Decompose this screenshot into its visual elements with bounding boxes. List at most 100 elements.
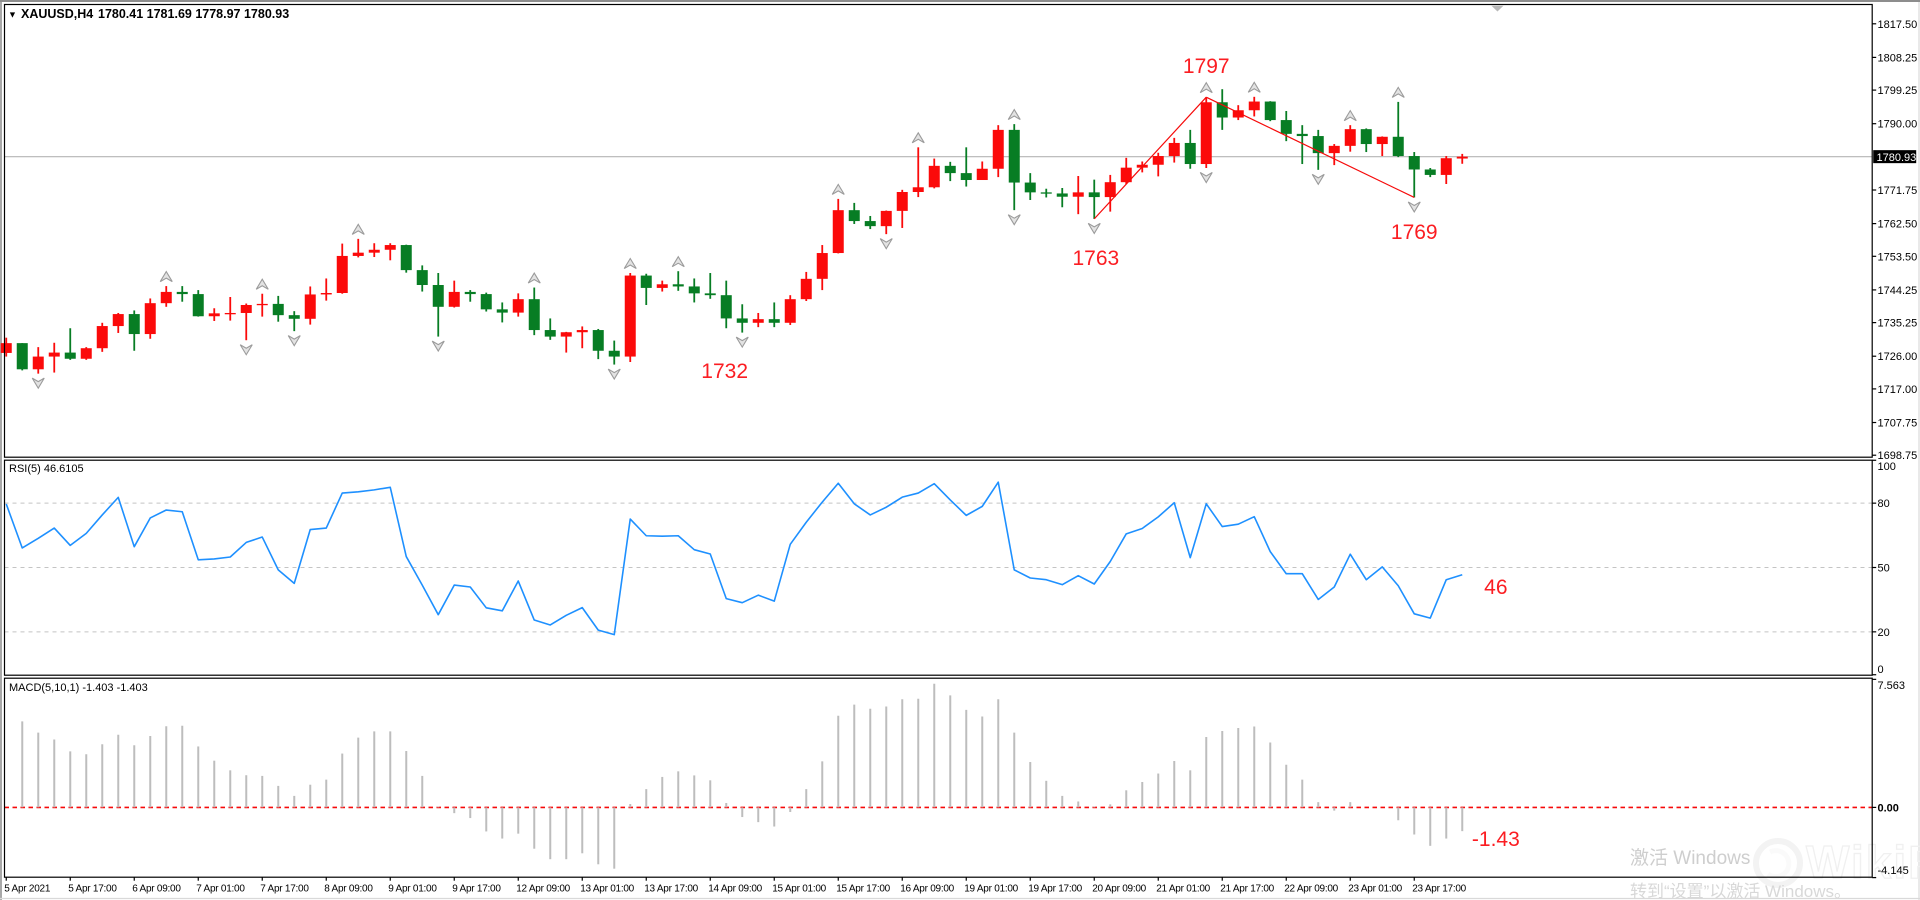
candle-body	[592, 330, 604, 351]
collapse-icon[interactable]: ▼	[8, 10, 17, 20]
candle-body	[400, 245, 412, 271]
macd-indicator-label: MACD(5,10,1) -1.403 -1.403	[9, 682, 148, 694]
candlesticks	[0, 89, 1468, 374]
macd-axis-label: 7.563	[1878, 680, 1906, 692]
candle-body	[496, 309, 508, 313]
time-axis-label: 5 Apr 17:00	[68, 884, 117, 895]
candle-body	[1456, 156, 1468, 159]
price-annotation: 1797	[1183, 55, 1230, 78]
macd-axis-label: -4.145	[1878, 865, 1909, 877]
candle-body	[272, 303, 284, 316]
candle-body	[256, 303, 268, 306]
candle-body	[624, 275, 636, 357]
candle-body	[1040, 192, 1052, 194]
fractal-up-arrow	[831, 183, 845, 195]
candle-body	[1216, 102, 1228, 118]
fractal-down-arrow	[879, 238, 893, 250]
candle-body	[1184, 142, 1196, 165]
candle-body	[1280, 120, 1292, 134]
candle-body	[720, 295, 732, 319]
candle-body	[960, 173, 972, 181]
candle-body	[480, 294, 492, 310]
candle-body	[304, 294, 316, 319]
candle-body	[784, 299, 796, 323]
candle-body	[736, 318, 748, 323]
candle-body	[1248, 101, 1260, 111]
candle-body	[1024, 182, 1036, 193]
chart-title: ▼ XAUUSD,H4 1780.41 1781.69 1778.97 1780…	[8, 7, 289, 21]
candle-body	[864, 221, 876, 227]
time-axis-label: 19 Apr 17:00	[1028, 884, 1082, 895]
candle-body	[1408, 156, 1420, 170]
candle-body	[896, 192, 908, 211]
candle-body	[64, 352, 76, 359]
candle-body	[336, 255, 348, 293]
time-axis-label: 22 Apr 09:00	[1284, 884, 1338, 895]
time-axis[interactable]: 5 Apr 2021 5 Apr 17:00 6 Apr 09:00 7 Apr 01…	[4, 877, 1467, 895]
fractal-up-arrow	[159, 270, 173, 283]
candle-body	[832, 210, 844, 254]
rsi-axis-label: 50	[1878, 563, 1890, 575]
time-axis-label: 7 Apr 01:00	[196, 884, 245, 895]
trendlines	[1093, 96, 1415, 220]
candle-body	[288, 315, 300, 319]
candle-body	[1168, 142, 1180, 157]
time-axis-label: 7 Apr 17:00	[260, 884, 309, 895]
macd-histogram	[21, 683, 1464, 869]
time-axis-label: 20 Apr 09:00	[1092, 884, 1146, 895]
time-axis-label: 15 Apr 01:00	[772, 884, 826, 895]
trendline-1	[1093, 96, 1207, 220]
candle-body	[1424, 169, 1436, 175]
fractal-up-arrow	[1247, 81, 1261, 93]
candle-body	[160, 291, 172, 304]
rsi-annotation: 46	[1484, 576, 1507, 599]
chart-shift-marker	[1491, 5, 1504, 12]
candle-body	[448, 291, 460, 307]
activate-windows-hint: 转到“设置”以激活 Windows。	[1630, 882, 1851, 900]
window-top-edge	[0, 0, 1920, 2]
candle-body	[96, 326, 108, 349]
candle-body	[352, 252, 364, 256]
price-axis[interactable]: 1817.50 1808.25 1799.25 1790.00 1771.75 1762.…	[1872, 19, 1918, 879]
candle-body	[1264, 101, 1276, 121]
window-left-edge	[0, 2, 2, 900]
time-axis-label: 23 Apr 01:00	[1348, 884, 1402, 895]
fractal-down-arrow	[1311, 173, 1325, 186]
candle-body	[416, 270, 428, 286]
candle-body	[768, 319, 780, 323]
candle-body	[128, 314, 140, 335]
fractal-down-arrow	[1199, 172, 1213, 184]
time-axis-label: 8 Apr 09:00	[324, 884, 373, 895]
candle-body	[0, 343, 12, 353]
candle-body	[320, 292, 332, 295]
wikifx-ghost-watermark: WikiFX	[1753, 835, 1920, 889]
price-axis-label: 1753.50	[1878, 251, 1918, 263]
candle-body	[16, 343, 28, 370]
price-axis-label: 1790.00	[1878, 119, 1918, 131]
ohlc-readout: 1780.41 1781.69 1778.97 1780.93	[98, 7, 289, 21]
chart-annotations: 1797 1763 1769 1732 46 -1.43	[701, 55, 1519, 851]
candle-body	[368, 249, 380, 253]
trendline-2	[1205, 96, 1415, 198]
price-annotation: 1732	[701, 360, 748, 383]
fractal-down-arrow	[431, 340, 445, 353]
candle-body	[848, 210, 860, 222]
candle-body	[816, 253, 828, 279]
main-panel-border	[3, 3, 1873, 458]
candle-body	[1152, 156, 1164, 165]
fractal-up-arrow	[1007, 108, 1021, 121]
candle-body	[1328, 145, 1340, 154]
price-axis-label: 1808.25	[1878, 52, 1918, 64]
candle-body	[1120, 167, 1132, 183]
fractal-arrows	[31, 81, 1421, 390]
price-annotation: 1763	[1072, 247, 1119, 270]
macd-annotation: -1.43	[1472, 828, 1520, 851]
fractal-up-arrow	[527, 271, 541, 284]
candle-body	[80, 348, 92, 359]
candle-body	[1376, 136, 1388, 145]
current-price-flag-label: 1780.93	[1877, 152, 1917, 164]
time-axis-label: 21 Apr 17:00	[1220, 884, 1274, 895]
time-axis-label: 9 Apr 01:00	[388, 884, 437, 895]
